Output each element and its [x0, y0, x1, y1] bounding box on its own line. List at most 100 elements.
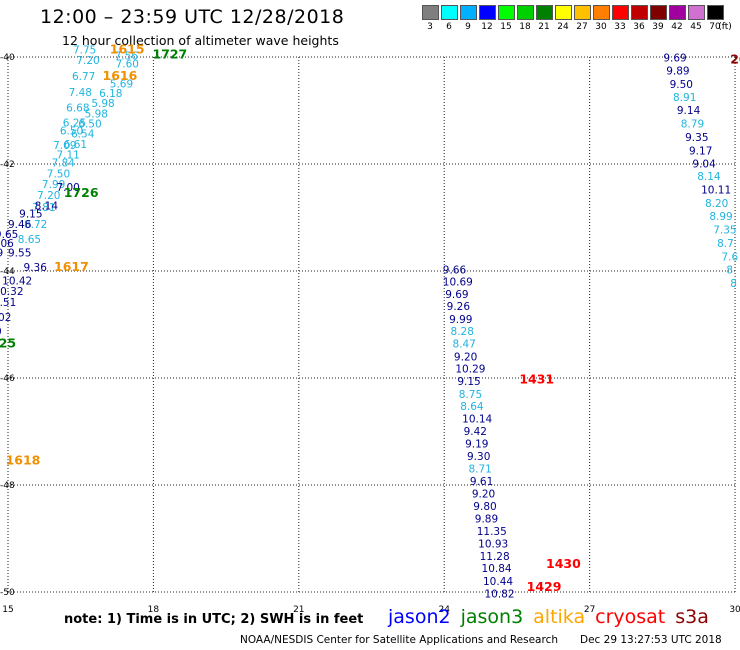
- wave-height-value: 6.68: [66, 103, 89, 115]
- legend-swatch: [650, 5, 667, 20]
- wave-height-value: 7.60: [116, 59, 139, 71]
- wave-height-value: 7.11: [56, 150, 79, 162]
- track-time-label: 1429: [527, 579, 562, 594]
- axis-tick-labels: 15 18 21 24 27 30 -40 -42 -44 -46 -48 -50: [0, 53, 740, 615]
- lat-tick-label: -40: [0, 53, 15, 63]
- track-time-label: 1615: [110, 41, 145, 56]
- wave-height-value: 9.15: [19, 209, 42, 221]
- legend-label: 27: [576, 22, 588, 32]
- wave-height-value: 7.48: [69, 87, 92, 99]
- wave-height-value: 10.93: [478, 539, 508, 551]
- wave-height-value: 9.65: [0, 229, 18, 241]
- wave-height-value: 10.82: [484, 588, 514, 600]
- wave-height-value: 9.50: [670, 79, 693, 91]
- wave-height-value: 9.99: [449, 314, 472, 326]
- track-time-label: 1618: [6, 453, 41, 468]
- wave-height-value: 6.18: [99, 88, 122, 100]
- satellite-name: altika: [533, 606, 586, 628]
- wave-height-value: 9.04: [692, 159, 716, 171]
- legend-swatch: [707, 5, 724, 20]
- wave-height-value: 9.19: [465, 439, 488, 451]
- wave-height-value: 6.50: [78, 119, 101, 131]
- legend-swatch: [517, 5, 534, 20]
- wave-height-value: 10.06: [0, 238, 14, 250]
- wave-height-value: 7.50: [47, 168, 70, 180]
- lat-lon-grid: [7, 56, 736, 593]
- legend-label: 45: [690, 22, 702, 32]
- legend-label: 12: [481, 22, 493, 32]
- wave-height-observations: 7.757.206.777.486.686.256.507.097.607.56…: [0, 44, 738, 600]
- wave-height-value: 7.00: [56, 182, 79, 194]
- legend-swatch: [669, 5, 686, 20]
- legend-label: 42: [671, 22, 683, 32]
- wave-height-value: 7.6: [721, 251, 738, 263]
- wave-height-value: 7.09: [53, 140, 76, 152]
- legend-swatch: [631, 5, 648, 20]
- wave-height-value: 8.20: [705, 198, 728, 210]
- wave-height-value: 9.66: [443, 265, 467, 277]
- wave-height-value: 9.15: [457, 376, 480, 388]
- wave-height-value: 7.20: [37, 190, 60, 202]
- wave-height-value: 10.32: [0, 286, 24, 298]
- wave-height-value: 9.20: [454, 351, 477, 363]
- wave-height-value: 8.14: [697, 171, 721, 183]
- legend-label: 3: [427, 22, 433, 32]
- track-time-label: 2035: [730, 51, 740, 66]
- legend-label: 21: [538, 22, 550, 32]
- legend-label: 6: [446, 22, 452, 32]
- wave-height-value: 7.56: [115, 51, 139, 63]
- legend-swatch: [593, 5, 610, 20]
- wave-height-value: 8.91: [673, 92, 696, 104]
- wave-height-value: 9.61: [470, 476, 493, 488]
- satellite-name: s3a: [675, 606, 709, 628]
- wave-height-value: 6.25: [63, 118, 86, 130]
- wave-height-value: 9.89: [666, 66, 689, 78]
- wave-height-value: 10.19: [0, 248, 3, 260]
- legend-swatch: [612, 5, 629, 20]
- legend-label: 36: [633, 22, 645, 32]
- wave-height-value: 8.64: [460, 401, 484, 413]
- generation-timestamp: Dec 29 13:27:53 UTC 2018: [580, 634, 722, 646]
- wave-height-value: 7.81: [32, 202, 55, 214]
- legend-swatch: [422, 5, 439, 20]
- legend-swatch: [688, 5, 705, 20]
- track-time-label: 1727: [152, 47, 187, 62]
- legend-label: 15: [500, 22, 512, 32]
- track-time-label: 1430: [546, 556, 581, 571]
- wave-height-value: 10.42: [2, 275, 32, 287]
- wave-height-value: 7.99: [42, 179, 65, 191]
- legend-unit: (ft): [718, 22, 732, 32]
- wave-height-value: 7.35: [713, 225, 736, 237]
- wave-height-value: 10.51: [0, 297, 16, 309]
- wave-height-value: 10.29: [455, 364, 485, 376]
- legend-swatch: [574, 5, 591, 20]
- wave-height-value: 5.98: [85, 108, 108, 120]
- wave-height-value: 8.47: [452, 339, 475, 351]
- legend-label: 33: [614, 22, 626, 32]
- wave-height-value: 9.35: [685, 132, 708, 144]
- legend-swatch: [498, 5, 515, 20]
- wave-height-value: 9.17: [689, 145, 712, 157]
- wave-height-value: 9.36: [24, 262, 48, 274]
- lon-tick-label: 24: [439, 605, 451, 615]
- wave-height-value: 11.02: [0, 312, 11, 324]
- wave-height-value: 9.55: [8, 248, 31, 260]
- legend-label: 24: [557, 22, 569, 32]
- map-subtitle: 12 hour collection of altimeter wave hei…: [62, 33, 339, 48]
- legend-label: 9: [465, 22, 471, 32]
- lon-tick-label: 27: [584, 605, 595, 615]
- wave-height-value: 8.79: [681, 119, 704, 131]
- legend-label: 70: [709, 22, 721, 32]
- satellite-name: jason3: [460, 606, 524, 628]
- track-time-label: 1616: [103, 68, 138, 83]
- wave-height-value: 8.7: [717, 238, 734, 250]
- wave-height-value: 8: [726, 265, 733, 277]
- wave-height-value: 8.72: [24, 219, 47, 231]
- lat-tick-label: -44: [0, 267, 15, 277]
- wave-height-value: 7.75: [73, 44, 96, 56]
- legend-swatch: [555, 5, 572, 20]
- wave-height-value: 8.65: [18, 234, 41, 246]
- lon-tick-label: 21: [293, 605, 304, 615]
- wave-height-value: 8.14: [35, 200, 59, 212]
